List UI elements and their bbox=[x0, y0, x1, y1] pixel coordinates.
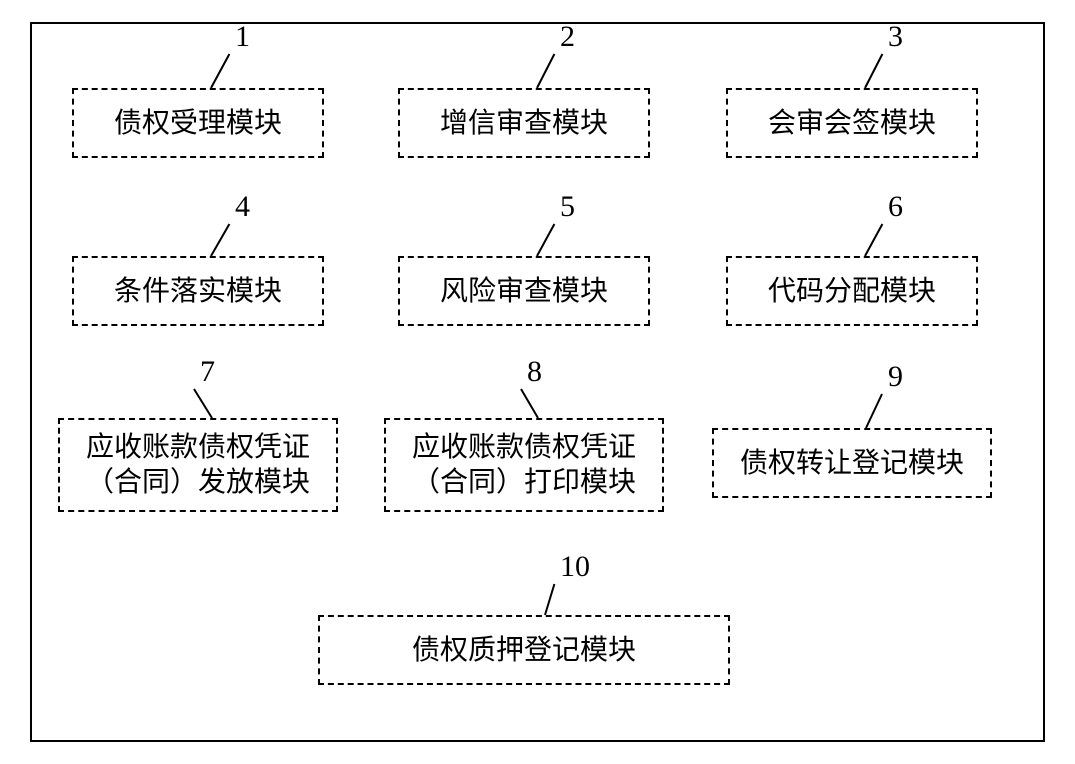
module-1-label: 债权受理模块 bbox=[114, 106, 282, 141]
module-10-label: 债权质押登记模块 bbox=[412, 633, 636, 668]
module-3: 会审会签模块 bbox=[726, 88, 978, 158]
module-2: 增信审查模块 bbox=[398, 88, 650, 158]
callout-number-8: 8 bbox=[527, 355, 542, 389]
module-6: 代码分配模块 bbox=[726, 256, 978, 326]
module-7: 应收账款债权凭证（合同）发放模块 bbox=[58, 418, 338, 512]
callout-number-4: 4 bbox=[235, 190, 250, 224]
module-1: 债权受理模块 bbox=[72, 88, 324, 158]
module-3-label: 会审会签模块 bbox=[768, 106, 936, 141]
module-9-label: 债权转让登记模块 bbox=[740, 446, 964, 481]
callout-number-1: 1 bbox=[235, 20, 250, 54]
module-4: 条件落实模块 bbox=[72, 256, 324, 326]
callout-number-7: 7 bbox=[200, 355, 215, 389]
callout-number-9: 9 bbox=[888, 360, 903, 394]
module-7-label: 应收账款债权凭证（合同）发放模块 bbox=[86, 430, 310, 500]
callout-number-6: 6 bbox=[888, 190, 903, 224]
module-9: 债权转让登记模块 bbox=[712, 428, 992, 498]
module-5-label: 风险审查模块 bbox=[440, 274, 608, 309]
callout-number-5: 5 bbox=[560, 190, 575, 224]
module-8: 应收账款债权凭证（合同）打印模块 bbox=[384, 418, 664, 512]
module-10: 债权质押登记模块 bbox=[318, 615, 730, 685]
module-6-label: 代码分配模块 bbox=[768, 274, 936, 309]
callout-number-10: 10 bbox=[560, 550, 590, 584]
module-8-label: 应收账款债权凭证（合同）打印模块 bbox=[412, 430, 636, 500]
module-4-label: 条件落实模块 bbox=[114, 274, 282, 309]
module-2-label: 增信审查模块 bbox=[440, 106, 608, 141]
callout-number-3: 3 bbox=[888, 20, 903, 54]
callout-number-2: 2 bbox=[560, 20, 575, 54]
module-5: 风险审查模块 bbox=[398, 256, 650, 326]
